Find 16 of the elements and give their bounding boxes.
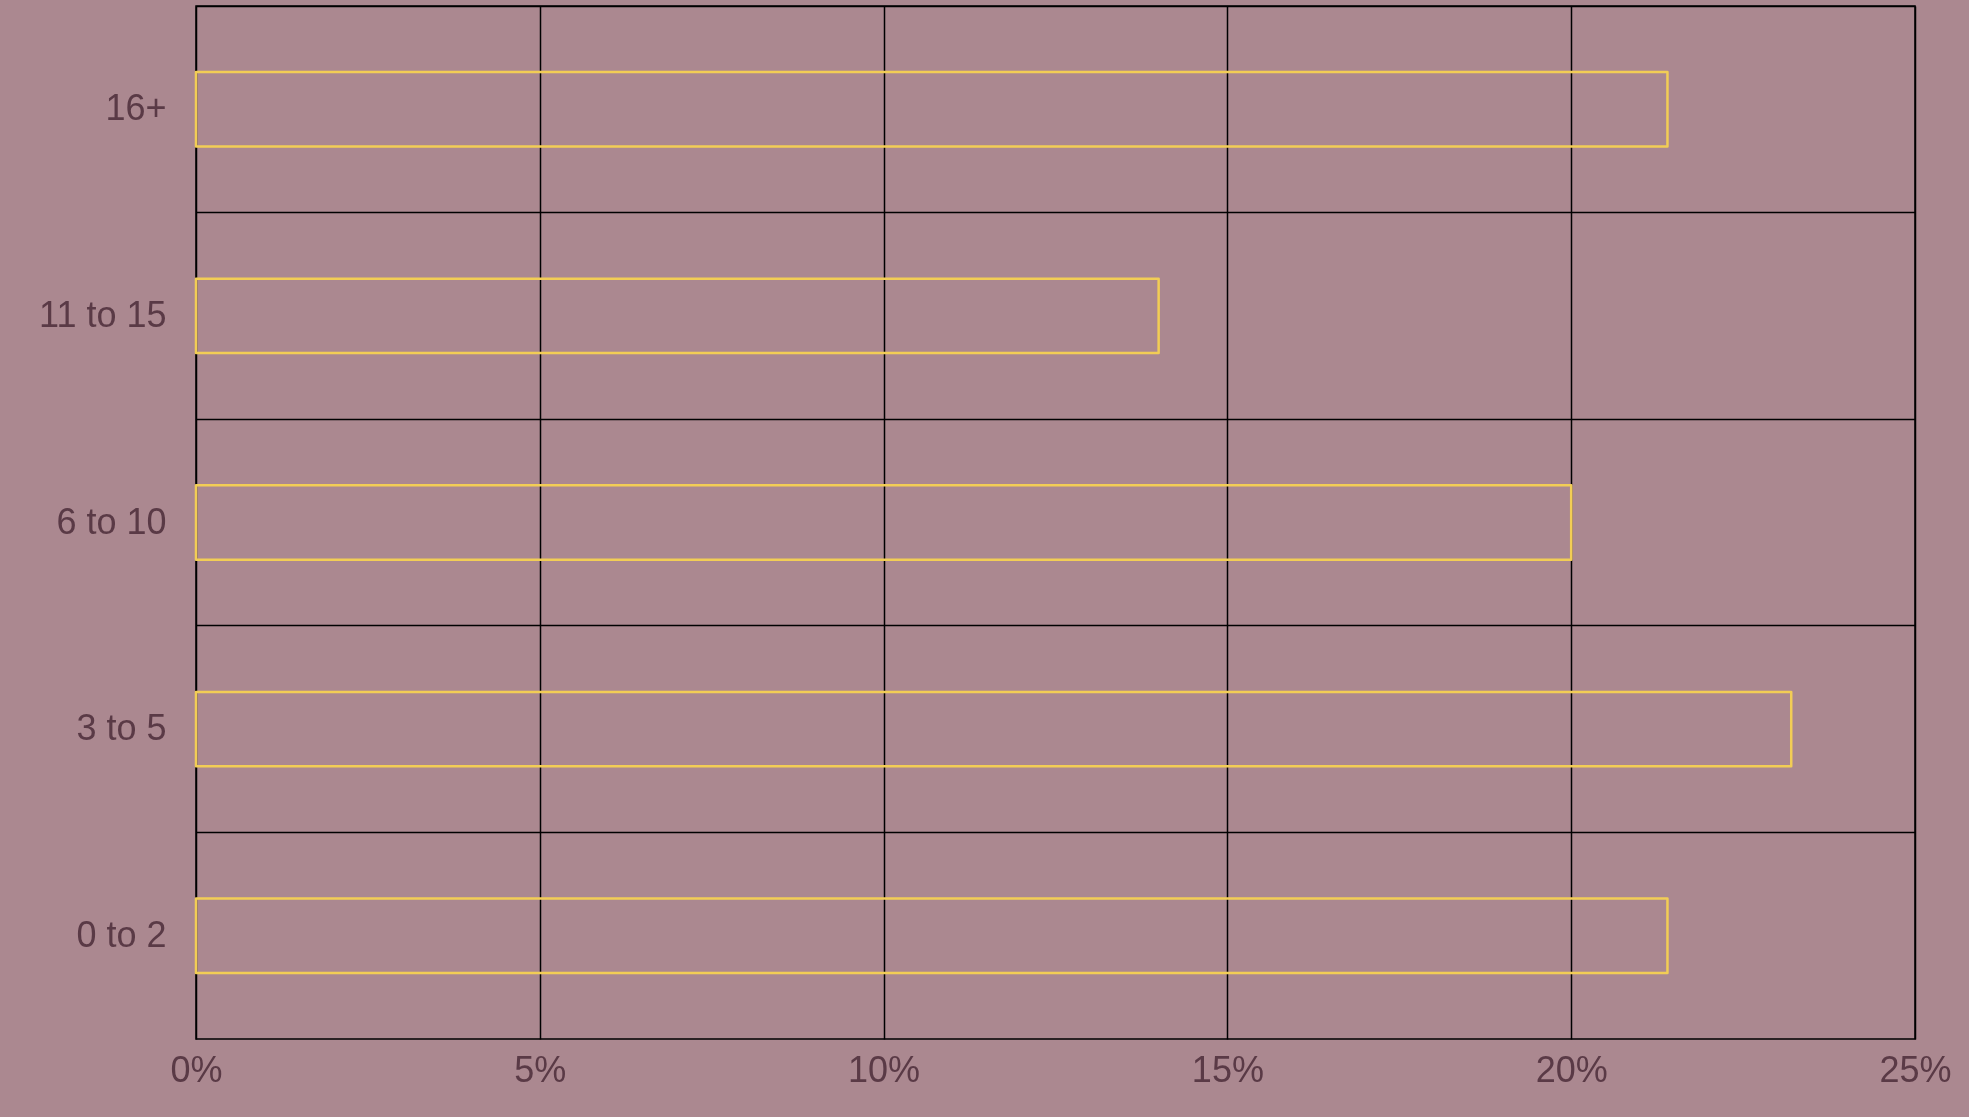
x-tick-label: 10% bbox=[848, 1048, 921, 1090]
x-tick-label: 25% bbox=[1879, 1048, 1952, 1090]
x-tick-label: 0% bbox=[170, 1048, 223, 1090]
y-tick-label: 11 to 15 bbox=[39, 293, 167, 335]
bar bbox=[194, 690, 1793, 768]
bar bbox=[194, 484, 1573, 561]
y-tick-label: 16+ bbox=[105, 87, 167, 129]
y-tick-label: 0 to 2 bbox=[76, 913, 167, 955]
y-tick-label: 6 to 10 bbox=[56, 500, 167, 542]
y-tick-label: 3 to 5 bbox=[76, 707, 167, 749]
x-tick-label: 5% bbox=[514, 1048, 567, 1090]
bar bbox=[194, 277, 1160, 355]
bar bbox=[194, 897, 1669, 975]
x-tick-label: 20% bbox=[1535, 1048, 1608, 1090]
x-tick-label: 15% bbox=[1191, 1048, 1264, 1090]
bar bbox=[194, 70, 1669, 148]
